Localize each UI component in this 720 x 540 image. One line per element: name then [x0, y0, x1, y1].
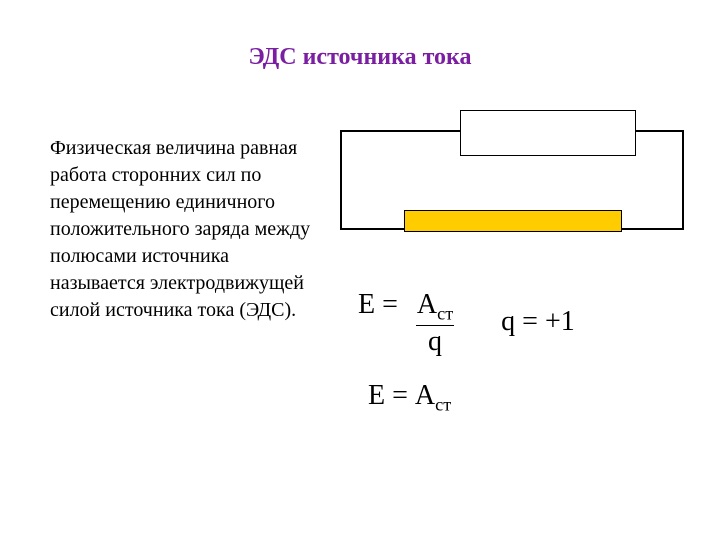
eq3-rhs-sym: А	[415, 380, 435, 411]
eq3-lhs: Е	[368, 380, 385, 411]
formula-row-2: Е = Аст	[358, 380, 698, 416]
formula-q-unit: q = +1	[501, 306, 575, 338]
circuit-diagram	[340, 110, 684, 248]
eq1-num-sub: ст	[437, 304, 453, 324]
circuit-source-bar	[404, 210, 622, 232]
circuit-load-box	[460, 110, 636, 156]
eq2-eq: =	[522, 306, 538, 337]
eq1-denominator: q	[416, 325, 454, 356]
eq1-numerator: Аст	[411, 291, 459, 325]
eq1-eq: =	[382, 289, 398, 320]
page-title: ЭДС источника тока	[0, 44, 720, 71]
eq2-rhs: +1	[545, 306, 575, 337]
eq3-rhs-sub: ст	[435, 394, 451, 414]
definition-paragraph: Физическая величина равная работа сторон…	[50, 135, 320, 324]
eq3-eq: =	[392, 380, 408, 411]
formula-emf-fraction: Е = Аст q	[358, 289, 465, 356]
formulas-block: Е = Аст q q = +1 Е = Аст	[358, 289, 698, 415]
eq1-fraction: Аст q	[411, 291, 459, 356]
eq1-lhs: Е	[358, 289, 375, 320]
formula-row-1: Е = Аст q q = +1	[358, 289, 698, 356]
eq2-lhs: q	[501, 306, 515, 337]
eq1-num-sym: А	[417, 289, 437, 320]
